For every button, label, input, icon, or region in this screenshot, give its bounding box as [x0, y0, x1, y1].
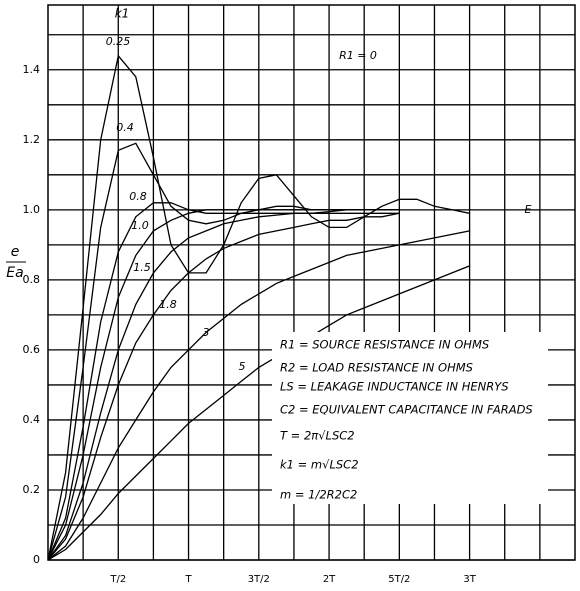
x-tick-label: 5T/2: [388, 574, 410, 585]
labels: e Ea k1 R1 = 0 E 0 0.2 0.4 0.6 0.8 1.0 1.2 1.4 T…: [6, 7, 533, 585]
y-tick-label: 0.2: [23, 483, 41, 496]
response-curve: [47, 265, 470, 561]
y-tick-label: 1.4: [23, 63, 41, 76]
r-zero: R1 = 0: [339, 49, 377, 62]
curve-label: 3: [203, 326, 210, 339]
curve-label: 0.4: [116, 121, 134, 134]
curve-label: 0.25: [106, 35, 131, 48]
response-curve: [47, 54, 470, 561]
y-label-numerator: e: [11, 244, 20, 260]
final-label: E: [525, 203, 532, 216]
legend-text: T = 2π√LSC2: [280, 429, 355, 443]
response-curve: [47, 202, 400, 561]
legend-text: C2 = EQUIVALENT CAPACITANCE IN FARADS: [280, 403, 533, 417]
curve-label: 1.0: [131, 219, 149, 232]
response-curve: [47, 209, 400, 561]
curve-label: 5: [239, 360, 246, 373]
legend-text: m = 1/2R2C2: [280, 488, 357, 502]
legend-text: R1 = SOURCE RESISTANCE IN OHMS: [280, 338, 489, 352]
curve-label: 1.5: [133, 261, 151, 274]
x-tick-label: 3T/2: [248, 574, 270, 585]
curve-label: 0.8: [129, 190, 147, 203]
y-tick-label: 0.4: [23, 413, 41, 426]
y-tick-label: 0: [33, 553, 40, 566]
curves: [47, 54, 470, 561]
response-curve: [47, 212, 400, 561]
legend-box: [272, 332, 548, 504]
legend-text: k1 = m√LSC2: [280, 458, 359, 472]
x-tick-label: 3T: [463, 574, 476, 585]
x-tick-label: 2T: [323, 574, 336, 585]
legend-text: R2 = LOAD RESISTANCE IN OHMS: [280, 361, 473, 375]
k-header: k1: [115, 7, 130, 21]
curve-label: 1.8: [159, 298, 177, 311]
y-label-denominator: Ea: [6, 265, 23, 281]
x-tick-label: T: [184, 574, 192, 585]
x-tick-label: T/2: [109, 574, 126, 585]
y-tick-label: 1.0: [23, 203, 41, 216]
legend-text: LS = LEAKAGE INDUCTANCE IN HENRYS: [280, 380, 509, 394]
y-tick-label: 0.6: [23, 343, 41, 356]
y-tick-label: 0.8: [23, 273, 41, 286]
y-tick-label: 1.2: [23, 133, 41, 146]
response-curve: [47, 230, 470, 561]
